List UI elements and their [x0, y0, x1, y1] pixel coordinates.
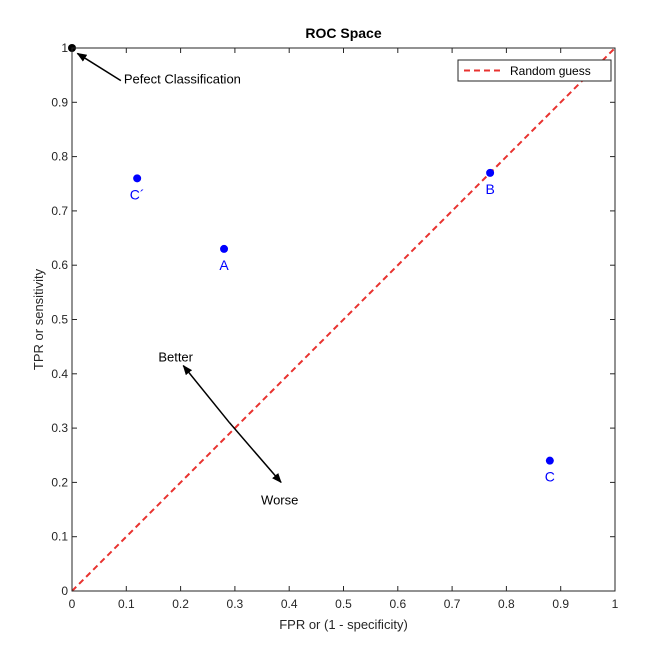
point-label: C´ — [130, 186, 145, 202]
x-tick-label: 0.9 — [552, 597, 569, 611]
y-tick-label: 0.1 — [51, 530, 68, 544]
point-label: C — [545, 469, 555, 485]
point-b — [486, 168, 495, 177]
x-tick-label: 0.2 — [172, 597, 189, 611]
x-tick-label: 0.6 — [389, 597, 406, 611]
x-tick-label: 0 — [69, 597, 76, 611]
x-axis-label: FPR or (1 - specificity) — [279, 617, 408, 632]
x-tick-label: 0.1 — [118, 597, 135, 611]
point-label: A — [219, 257, 229, 273]
y-tick-label: 0.6 — [51, 258, 68, 272]
point-label: B — [485, 181, 494, 197]
y-tick-label: 0.4 — [51, 367, 68, 381]
x-tick-label: 0.4 — [281, 597, 298, 611]
annotation-arrow — [228, 422, 282, 484]
point-a — [220, 244, 229, 253]
axis-ticks: 0 0.1 0.2 0.3 0.4 0.5 0.6 0.7 0.8 0.9 1 0 0.1 0.2 0.3 0… — [51, 41, 618, 611]
y-tick-label: 0.3 — [51, 421, 68, 435]
x-tick-label: 0.8 — [498, 597, 515, 611]
annotation-label: Better — [158, 350, 193, 365]
annotation-label: Worse — [261, 492, 298, 507]
annotation-label: Pefect Classification — [124, 72, 241, 87]
plot-frame — [71, 47, 616, 592]
point-c-prime — [133, 174, 142, 183]
x-tick-label: 0.3 — [227, 597, 244, 611]
legend-box — [457, 59, 612, 82]
y-tick-label: 1 — [61, 41, 68, 55]
chart-title: ROC Space — [305, 25, 381, 41]
y-tick-label: 0.7 — [51, 204, 68, 218]
y-tick-label: 0.5 — [51, 313, 68, 327]
y-tick-label: 0.2 — [51, 475, 68, 489]
y-tick-label: 0.9 — [51, 95, 68, 109]
annotations: Pefect Classification Better Worse — [76, 52, 298, 507]
x-tick-label: 1 — [612, 597, 619, 611]
annotation-arrow — [182, 364, 231, 424]
x-tick-label: 0.7 — [444, 597, 461, 611]
y-tick-label: 0.8 — [51, 150, 68, 164]
annotation-arrow — [76, 52, 122, 82]
x-tick-label: 0.5 — [335, 597, 352, 611]
random-guess-line — [71, 47, 616, 592]
y-axis-label: TPR or sensitivity — [31, 268, 46, 370]
y-tick-label: 0 — [61, 584, 68, 598]
series-layer: A B C C´ — [68, 44, 616, 592]
legend-label: Random guess — [510, 64, 591, 78]
point-c — [545, 456, 554, 465]
legend: Random guess — [457, 59, 612, 82]
